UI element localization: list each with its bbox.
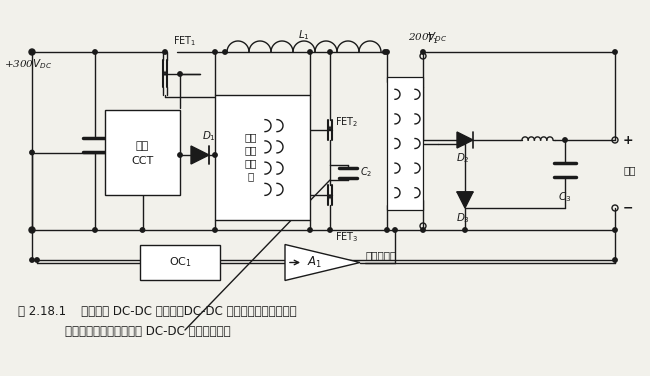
Circle shape xyxy=(213,228,217,232)
Text: 路: 路 xyxy=(248,171,254,182)
Text: $T_1$: $T_1$ xyxy=(426,32,438,46)
Text: $D_3$: $D_3$ xyxy=(456,211,470,225)
Text: CCT: CCT xyxy=(131,156,153,165)
Text: $A_1$: $A_1$ xyxy=(307,255,322,270)
Circle shape xyxy=(421,50,425,54)
Text: +300$V_{DC}$: +300$V_{DC}$ xyxy=(4,57,52,71)
Circle shape xyxy=(30,258,34,262)
Text: +: + xyxy=(623,133,634,147)
Circle shape xyxy=(563,138,567,142)
Circle shape xyxy=(613,258,617,262)
Circle shape xyxy=(328,50,332,54)
Text: −: − xyxy=(623,202,634,214)
Circle shape xyxy=(613,228,617,232)
Text: $C_2$: $C_2$ xyxy=(360,165,372,179)
Text: 驱动: 驱动 xyxy=(136,141,149,152)
Circle shape xyxy=(162,50,167,54)
Circle shape xyxy=(421,228,425,232)
Text: FET$_1$: FET$_1$ xyxy=(173,34,196,48)
Bar xyxy=(387,77,423,210)
Circle shape xyxy=(30,228,34,232)
Polygon shape xyxy=(457,132,473,148)
Circle shape xyxy=(328,228,332,232)
Circle shape xyxy=(463,228,467,232)
Circle shape xyxy=(385,228,389,232)
Text: $C_1$: $C_1$ xyxy=(110,138,124,152)
Circle shape xyxy=(140,228,145,232)
Text: $D_2$: $D_2$ xyxy=(456,151,470,165)
Circle shape xyxy=(30,150,34,155)
Text: FET$_2$: FET$_2$ xyxy=(335,115,358,129)
Polygon shape xyxy=(191,146,209,164)
Text: $C_3$: $C_3$ xyxy=(558,190,571,204)
Bar xyxy=(140,245,220,280)
Circle shape xyxy=(383,50,387,54)
Bar xyxy=(215,95,310,220)
Text: OC$_1$: OC$_1$ xyxy=(168,256,192,269)
Text: 边降压开关变换器和一个 DC-DC 变压器的组合: 边降压开关变换器和一个 DC-DC 变压器的组合 xyxy=(65,325,231,338)
Circle shape xyxy=(308,228,312,232)
Text: $D_1$: $D_1$ xyxy=(202,129,216,143)
Circle shape xyxy=(178,72,182,76)
Circle shape xyxy=(178,153,182,157)
Text: FET$_3$: FET$_3$ xyxy=(335,230,359,244)
Circle shape xyxy=(213,153,217,157)
Circle shape xyxy=(30,50,34,54)
Text: 变换: 变换 xyxy=(244,132,257,143)
Circle shape xyxy=(35,258,39,262)
Circle shape xyxy=(385,50,389,54)
Circle shape xyxy=(93,228,98,232)
Circle shape xyxy=(93,50,98,54)
Polygon shape xyxy=(285,244,360,280)
Text: $L_1$: $L_1$ xyxy=(298,28,310,42)
Circle shape xyxy=(213,50,217,54)
Text: 动电: 动电 xyxy=(244,159,257,168)
Circle shape xyxy=(308,50,312,54)
Circle shape xyxy=(223,50,227,54)
Circle shape xyxy=(613,50,617,54)
Bar xyxy=(105,110,180,195)
Text: 器驱: 器驱 xyxy=(244,146,257,156)
Polygon shape xyxy=(457,192,473,208)
Text: 控制放大器: 控制放大器 xyxy=(365,250,396,261)
Text: 输出: 输出 xyxy=(623,165,636,175)
Text: 200$V_{DC}$: 200$V_{DC}$ xyxy=(408,30,448,44)
Text: 图 2.18.1    电压调节 DC-DC 变压器（DC-DC 变换器），含有一个原: 图 2.18.1 电压调节 DC-DC 变压器（DC-DC 变换器），含有一个原 xyxy=(18,305,296,318)
Circle shape xyxy=(393,228,397,232)
